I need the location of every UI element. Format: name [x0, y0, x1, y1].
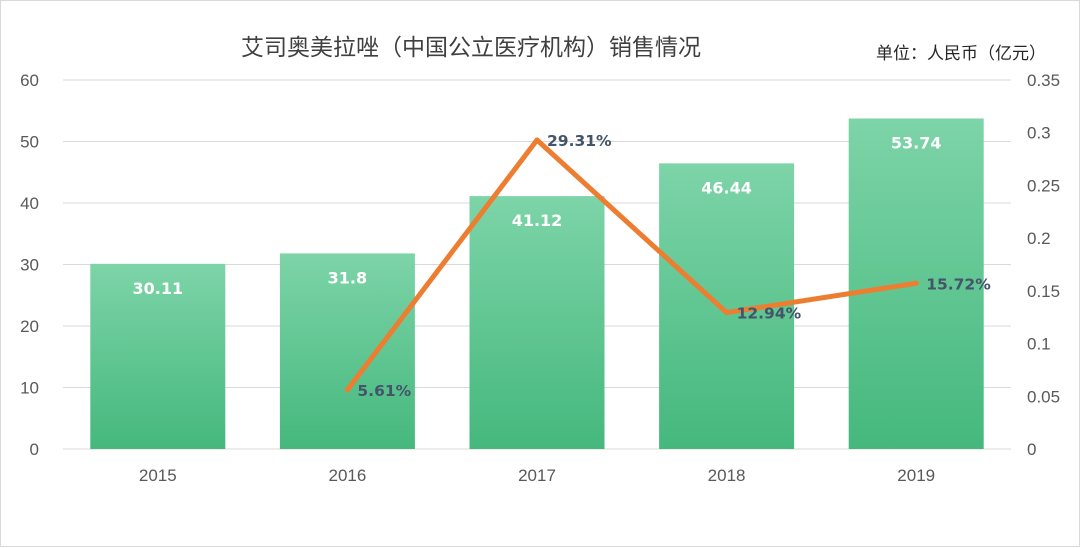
y-left-tick-label: 30: [20, 256, 39, 275]
line-point: [534, 137, 540, 143]
line-value-label: 5.61%: [357, 382, 411, 400]
bar: [90, 263, 226, 449]
line-point: [913, 280, 919, 286]
axes: 0 10 20 30 40 50 60 0 0.05 0.1 0.15 0.2 0.25 0.3 0.35 2…: [20, 71, 1060, 485]
y-right-tick-label: 0.05: [1027, 387, 1060, 406]
y-left-tick-label: 10: [20, 379, 39, 398]
unit-note: 单位：人民币（亿元）: [876, 44, 1046, 64]
x-tick-label: 2019: [897, 466, 935, 485]
chart-title: 艾司奥美拉唑（中国公立医疗机构）销售情况: [241, 35, 701, 61]
y-left-tick-label: 0: [30, 440, 39, 459]
line-value-label: 12.94%: [737, 305, 802, 323]
y-left-tick-label: 50: [20, 133, 39, 152]
line-point: [344, 387, 350, 393]
y-left-tick-label: 40: [20, 194, 39, 213]
line-value-label: 15.72%: [926, 275, 991, 293]
bar-value-label: 31.8: [328, 268, 367, 287]
bar: [469, 196, 605, 449]
y-right-tick-label: 0.1: [1027, 335, 1051, 354]
x-tick-label: 2016: [328, 466, 366, 485]
bar-value-label: 46.44: [701, 178, 752, 197]
y-right-tick-label: 0.35: [1027, 71, 1060, 90]
y-right-tick-label: 0: [1027, 440, 1036, 459]
y-right-tick-label: 0.3: [1027, 124, 1051, 143]
line-point: [724, 310, 730, 316]
y-left-tick-label: 20: [20, 317, 39, 336]
y-right-tick-label: 0.25: [1027, 176, 1060, 195]
bar-value-label: 30.11: [132, 279, 183, 298]
growth-line-series: [344, 137, 919, 393]
bar-value-label: 41.12: [512, 211, 563, 230]
y-right-tick-label: 0.2: [1027, 229, 1051, 248]
y-right-tick-label: 0.15: [1027, 282, 1060, 301]
bar: [279, 253, 415, 449]
x-tick-label: 2017: [518, 466, 556, 485]
data-labels: 30.11 31.8 41.12 46.44 53.74 5.61% 29.31% 12.94…: [132, 132, 991, 400]
x-tick-label: 2015: [139, 466, 177, 485]
y-left-tick-label: 60: [20, 71, 39, 90]
bar-value-label: 53.74: [891, 133, 942, 152]
bar-series: [90, 118, 984, 450]
line-value-label: 29.31%: [547, 132, 612, 150]
growth-line: [344, 137, 919, 393]
x-tick-label: 2018: [708, 466, 746, 485]
